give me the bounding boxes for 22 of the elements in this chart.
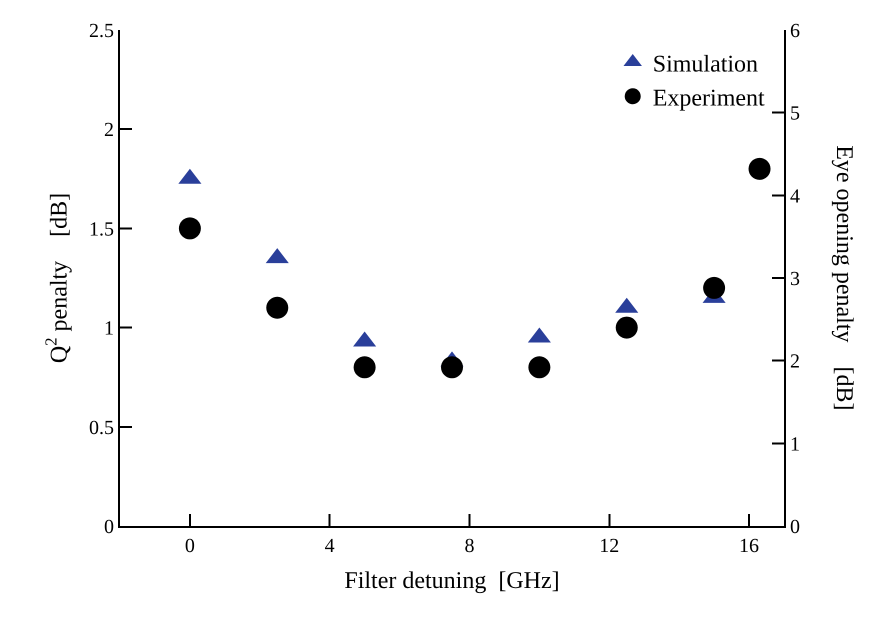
x-tick-label: 0 [184, 535, 195, 557]
y2-tick-label: 3 [790, 268, 800, 290]
x-tick-label: 12 [599, 535, 620, 557]
y2-tick-label: 4 [790, 185, 800, 208]
y-tick-label: 1.5 [89, 218, 114, 240]
x-tick-label: 8 [464, 535, 474, 557]
legend-label: Simulation [652, 51, 758, 78]
y2-tick-label: 2 [790, 350, 800, 373]
y2-tick-label: 0 [790, 516, 800, 538]
y-tick-label: 2.5 [89, 20, 114, 42]
x-axis-title: Filter detuning [GHz] [344, 568, 560, 594]
y-tick-label: 2 [104, 119, 114, 142]
x-tick-label: 16 [739, 535, 760, 557]
x-tick-label: 4 [324, 535, 335, 557]
y-tick-label: 1 [104, 318, 114, 340]
y2-tick-label: 6 [790, 20, 800, 42]
y2-tick-label: 1 [790, 433, 800, 456]
y2-axis-title: Eye opening penalty [dB] [830, 145, 857, 411]
y2-tick-label: 5 [790, 102, 800, 125]
legend-label: Experiment [652, 86, 766, 112]
y-tick-label: 0.5 [89, 416, 114, 439]
y-tick-label: 0 [104, 516, 114, 538]
